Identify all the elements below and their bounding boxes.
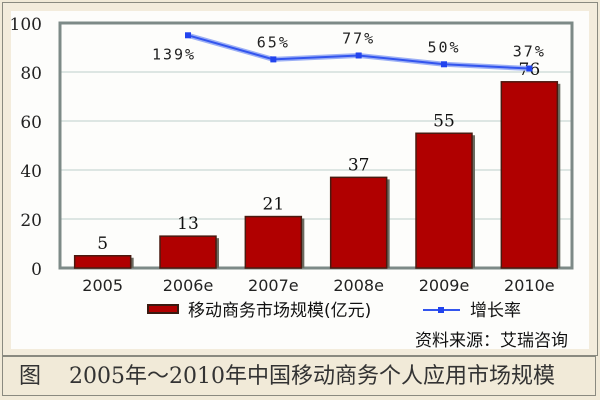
growth-marker xyxy=(526,65,533,72)
growth-marker xyxy=(185,32,191,39)
bar xyxy=(415,132,473,269)
legend-line-label: 增长率 xyxy=(470,301,521,321)
y-tick-label: 80 xyxy=(20,64,42,84)
bar-value-label: 13 xyxy=(177,214,199,234)
growth-marker xyxy=(441,61,447,68)
bar-value-label: 55 xyxy=(433,111,455,131)
source-note: 资料来源：艾瑞咨询 xyxy=(415,331,568,351)
bar xyxy=(159,235,217,269)
y-tick-label: 100 xyxy=(10,15,42,35)
x-tick-label: 2006e xyxy=(163,276,214,295)
y-tick-label: 60 xyxy=(20,113,42,133)
growth-rate-label: 65% xyxy=(257,33,290,51)
bar-value-label: 21 xyxy=(263,195,285,215)
growth-rate-label: 37% xyxy=(513,43,546,61)
y-tick-label: 40 xyxy=(20,162,42,182)
plot-border xyxy=(58,21,574,270)
bar xyxy=(500,81,559,269)
x-tick-label: 2007e xyxy=(248,276,299,295)
legend-bar-swatch xyxy=(147,304,179,314)
bar xyxy=(73,255,132,269)
y-tick-label: 20 xyxy=(20,211,42,231)
legend-line-marker xyxy=(438,307,444,313)
growth-rate-label: 50% xyxy=(427,38,460,56)
x-tick-label: 2005 xyxy=(82,276,123,295)
x-tick-label: 2010e xyxy=(504,276,555,295)
figure-caption: 图 2005年～2010年中国移动商务个人应用市场规模 xyxy=(2,356,596,396)
growth-marker xyxy=(270,56,277,63)
x-tick-label: 2008e xyxy=(333,276,384,295)
legend-bar-label: 移动商务市场规模(亿元) xyxy=(188,301,371,321)
growth-rate-label: 77% xyxy=(342,29,375,47)
bar-value-label: 37 xyxy=(348,155,370,175)
x-tick-label: 2009e xyxy=(419,276,470,295)
bar-value-label: 5 xyxy=(97,234,108,254)
chart: 0204060801005132137557620052006e2007e200… xyxy=(10,15,574,321)
y-tick-label: 0 xyxy=(31,260,42,280)
growth-marker xyxy=(355,52,362,59)
bar xyxy=(329,176,388,269)
growth-rate-label: 139% xyxy=(152,45,196,63)
bar xyxy=(244,215,303,269)
